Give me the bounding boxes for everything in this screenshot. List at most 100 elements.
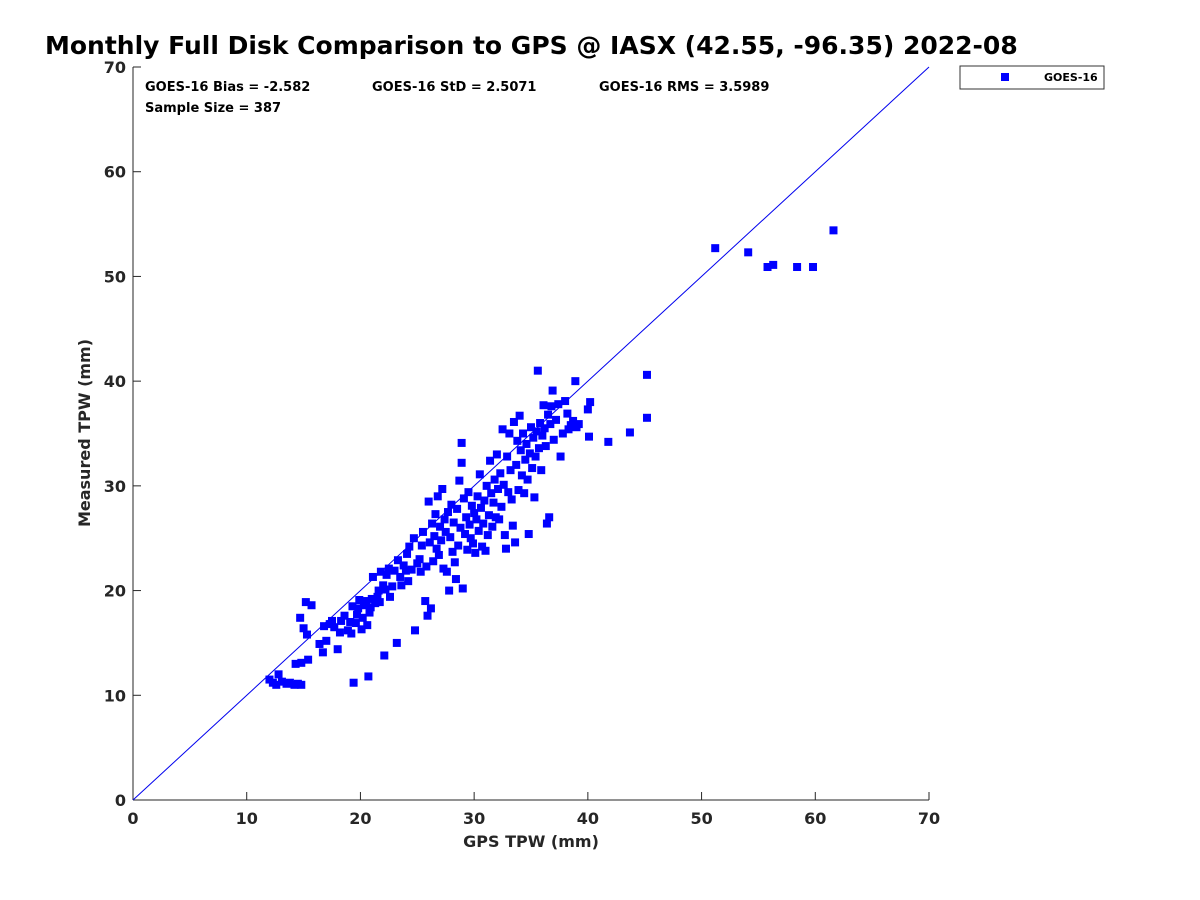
data-point — [489, 498, 498, 507]
data-point — [459, 494, 468, 503]
data-point — [450, 558, 459, 567]
data-point — [462, 513, 471, 522]
data-point — [363, 621, 372, 630]
data-point — [554, 400, 563, 409]
legend-label-goes16: GOES-16 — [1044, 71, 1098, 84]
data-point — [393, 556, 402, 565]
data-point — [471, 548, 480, 557]
data-point — [574, 420, 583, 429]
y-tick-label: 70 — [104, 58, 126, 77]
data-point — [464, 488, 473, 497]
data-point — [438, 484, 447, 493]
data-point — [481, 546, 490, 555]
data-point — [469, 539, 478, 548]
data-point — [501, 544, 510, 553]
data-point — [454, 541, 463, 550]
data-point — [333, 645, 342, 654]
data-point — [558, 429, 567, 438]
data-point — [301, 598, 310, 607]
data-point — [504, 488, 513, 497]
data-point — [544, 410, 553, 419]
data-point — [509, 417, 518, 426]
data-point — [524, 530, 533, 539]
data-point — [487, 489, 496, 498]
data-point — [302, 630, 311, 639]
data-point — [367, 594, 376, 603]
data-point — [514, 486, 523, 495]
data-point — [430, 532, 439, 541]
data-point — [512, 460, 521, 469]
data-point — [347, 629, 356, 638]
data-point — [441, 527, 450, 536]
data-point — [490, 475, 499, 484]
legend-marker-goes16 — [1001, 73, 1009, 81]
data-point — [424, 497, 433, 506]
data-point — [358, 613, 367, 622]
data-point — [376, 567, 385, 576]
data-point — [500, 531, 509, 540]
data-point — [463, 545, 472, 554]
data-point — [315, 639, 324, 648]
y-tick-label: 30 — [104, 477, 126, 496]
data-point — [397, 581, 406, 590]
data-point — [556, 452, 565, 461]
data-point — [829, 226, 838, 235]
data-point — [434, 550, 443, 559]
data-point — [297, 658, 306, 667]
data-point — [328, 616, 336, 625]
data-point — [365, 608, 374, 617]
data-point — [495, 515, 504, 524]
data-point — [353, 610, 362, 619]
data-point — [416, 567, 425, 576]
data-point — [515, 411, 524, 420]
data-point — [583, 405, 592, 414]
data-point — [503, 452, 512, 461]
data-point — [528, 464, 537, 473]
data-point — [522, 439, 531, 448]
data-point — [527, 423, 535, 432]
data-point — [538, 431, 547, 440]
data-point — [625, 428, 634, 437]
data-point — [285, 678, 294, 687]
data-point — [533, 366, 542, 375]
data-point — [354, 604, 363, 613]
data-point — [506, 466, 515, 475]
data-point — [475, 470, 484, 479]
data-point — [446, 533, 455, 542]
data-point — [520, 489, 529, 498]
data-point — [488, 522, 497, 531]
data-point — [380, 651, 389, 660]
data-point — [403, 549, 412, 558]
data-point — [480, 496, 489, 505]
data-point — [525, 449, 534, 458]
data-point — [388, 582, 397, 591]
data-point — [425, 538, 434, 547]
data-point — [531, 452, 540, 461]
data-point — [379, 581, 388, 590]
data-point — [418, 527, 427, 536]
data-point — [642, 370, 651, 379]
data-point — [508, 521, 517, 530]
data-point — [426, 604, 435, 613]
data-point — [519, 429, 528, 438]
x-tick-label: 30 — [463, 809, 485, 828]
data-point — [291, 659, 300, 668]
data-point — [375, 598, 384, 607]
y-tick-label: 10 — [104, 686, 126, 705]
data-point — [451, 575, 460, 584]
data-point — [482, 481, 491, 490]
data-point — [453, 504, 462, 513]
data-point — [536, 419, 545, 428]
data-point — [415, 555, 424, 564]
data-point — [442, 567, 451, 576]
data-point — [346, 617, 355, 626]
data-point — [507, 495, 516, 504]
data-point — [429, 557, 438, 566]
data-point — [445, 586, 454, 595]
data-point — [409, 534, 418, 543]
data-point — [411, 626, 420, 635]
data-point — [401, 566, 410, 575]
data-point — [563, 409, 572, 418]
data-point — [437, 536, 446, 545]
std-stat: GOES-16 StD = 2.5071 — [372, 80, 536, 95]
